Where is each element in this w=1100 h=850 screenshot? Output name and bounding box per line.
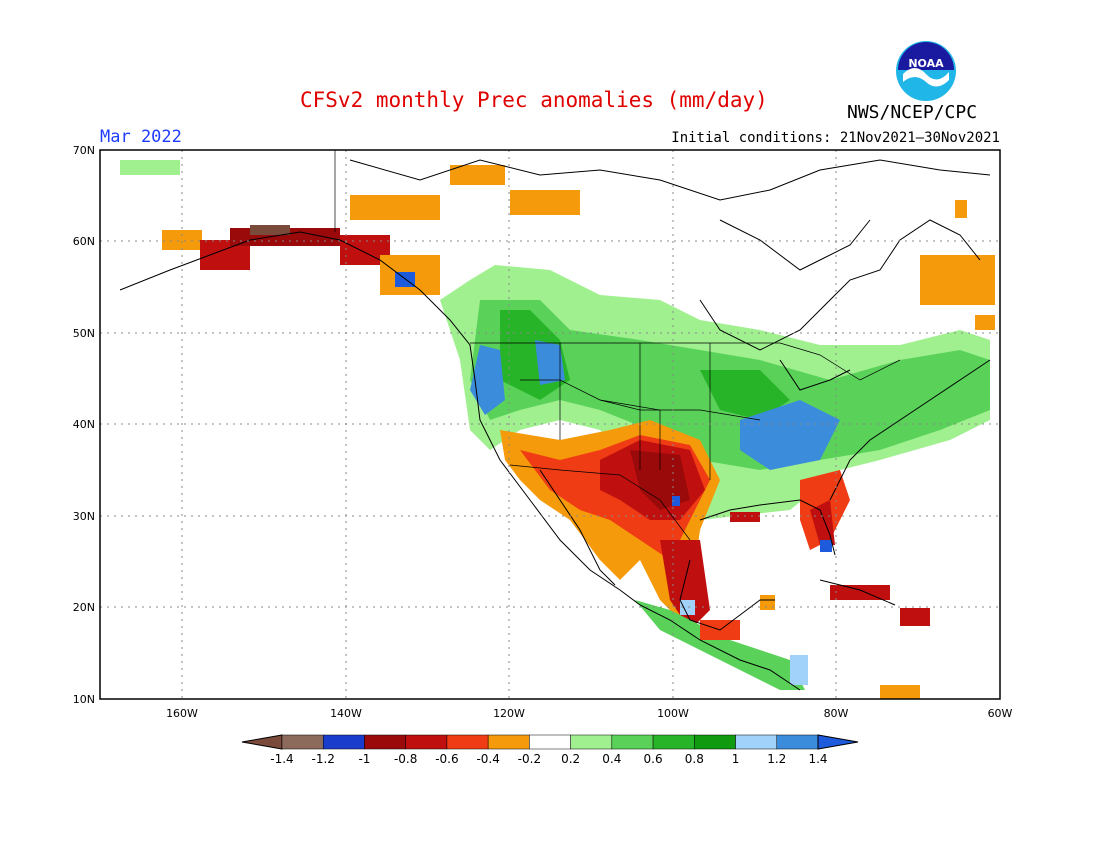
colorbar-swatch (281, 734, 324, 750)
coastlines (119, 159, 991, 691)
colorbar-swatch (487, 734, 530, 750)
initial-conditions-label: Initial conditions: 21Nov2021–30Nov2021 (671, 130, 1000, 146)
colorbar-label: -1.2 (312, 752, 335, 766)
lat-label: 20N (73, 601, 95, 614)
chart-title: CFSv2 monthly Prec anomalies (mm/day) (300, 88, 768, 112)
colorbar-label: 1 (732, 752, 740, 766)
colorbar-label: 1.4 (808, 752, 827, 766)
lat-label: 70N (73, 144, 95, 157)
colorbar-label: 1.2 (767, 752, 786, 766)
colorbar-swatch (364, 734, 406, 750)
anomaly-layer (119, 150, 995, 699)
colorbar-label: -0.4 (476, 752, 499, 766)
colorbar-arrow-right (817, 734, 859, 750)
borders (334, 150, 901, 541)
colorbar-swatch (570, 734, 613, 750)
colorbar-swatch (446, 734, 489, 750)
colorbar-swatches (241, 734, 859, 750)
colorbar-label: -0.8 (394, 752, 417, 766)
lat-label: 30N (73, 510, 95, 523)
colorbar-swatch (611, 734, 654, 750)
lat-label: 60N (73, 235, 95, 248)
noaa-logo-text: NOAA (908, 57, 944, 70)
lat-label: 10N (73, 693, 95, 706)
gridlines (100, 150, 1000, 699)
lat-label: 40N (73, 418, 95, 431)
noaa-logo-icon: NOAA (896, 41, 956, 101)
axis-labels: 70N 60N 50N 40N 30N 20N 10N 160W 140W 12… (73, 144, 1013, 720)
colorbar-swatch (652, 734, 695, 750)
lon-label: 120W (493, 707, 525, 720)
map-frame (99, 149, 1001, 700)
lon-label: 140W (330, 707, 362, 720)
colorbar-label: -1 (358, 752, 370, 766)
lon-label: 60W (988, 707, 1013, 720)
colorbar-swatch (529, 734, 571, 750)
colorbar-swatch (322, 734, 365, 750)
colorbar-arrow-left (241, 734, 283, 750)
lat-label: 50N (73, 327, 95, 340)
lon-label: 160W (166, 707, 198, 720)
colorbar-label: -0.2 (518, 752, 541, 766)
colorbar-swatch (694, 734, 736, 750)
colorbar-labels: -1.4 -1.2 -1 -0.8 -0.6 -0.4 -0.2 0.2 0.4 0.6 0.8 1 1… (270, 752, 827, 766)
agency-label: NWS/NCEP/CPC (847, 102, 978, 123)
colorbar-swatch (405, 734, 448, 750)
lon-label: 100W (657, 707, 689, 720)
colorbar-label: 0.2 (561, 752, 580, 766)
colorbar-label: -1.4 (270, 752, 293, 766)
colorbar-label: -0.6 (435, 752, 458, 766)
colorbar-swatch (735, 734, 778, 750)
colorbar-label: 0.8 (685, 752, 704, 766)
valid-month-label: Mar 2022 (100, 127, 182, 147)
lon-label: 80W (824, 707, 849, 720)
colorbar-swatch (776, 734, 819, 750)
colorbar-label: 0.4 (602, 752, 621, 766)
colorbar-label: 0.6 (644, 752, 663, 766)
